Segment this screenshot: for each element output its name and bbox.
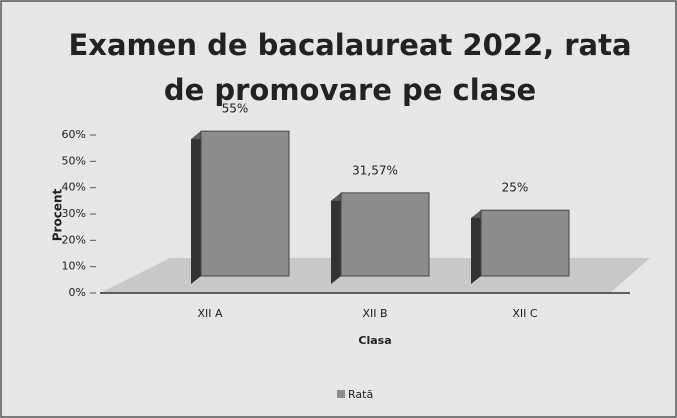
data-label: 55%	[222, 102, 249, 116]
bar	[480, 209, 570, 277]
y-tick-label: 0%	[69, 286, 86, 299]
chart-title-line: de promovare pe clase	[164, 73, 536, 107]
x-tick-label: XII A	[197, 307, 223, 320]
chart-title-line: Examen de bacalaureat 2022, rata	[68, 28, 631, 62]
y-tick-label: 40%	[62, 181, 86, 194]
data-label: 31,57%	[352, 163, 398, 177]
x-tick-label: XII B	[362, 307, 387, 320]
bar-side	[191, 131, 201, 284]
bar	[200, 130, 290, 277]
y-tick-label: 50%	[62, 154, 86, 167]
y-tick-label: 10%	[62, 260, 86, 273]
bar-side	[331, 192, 341, 284]
bar-side	[471, 210, 481, 284]
legend-label: Rată	[348, 388, 373, 401]
y-tick-label: 20%	[62, 233, 86, 246]
y-tick-label: 30%	[62, 207, 86, 220]
y-axis-title: Procent	[51, 188, 65, 241]
x-axis-title: Clasa	[358, 334, 391, 347]
data-label: 25%	[502, 181, 529, 195]
x-tick-label: XII C	[512, 307, 538, 320]
chart-title: Examen de bacalaureat 2022, rata de promo…	[68, 28, 631, 107]
legend-swatch	[337, 390, 345, 398]
bar	[340, 192, 430, 277]
y-tick-label: 60%	[62, 128, 86, 141]
